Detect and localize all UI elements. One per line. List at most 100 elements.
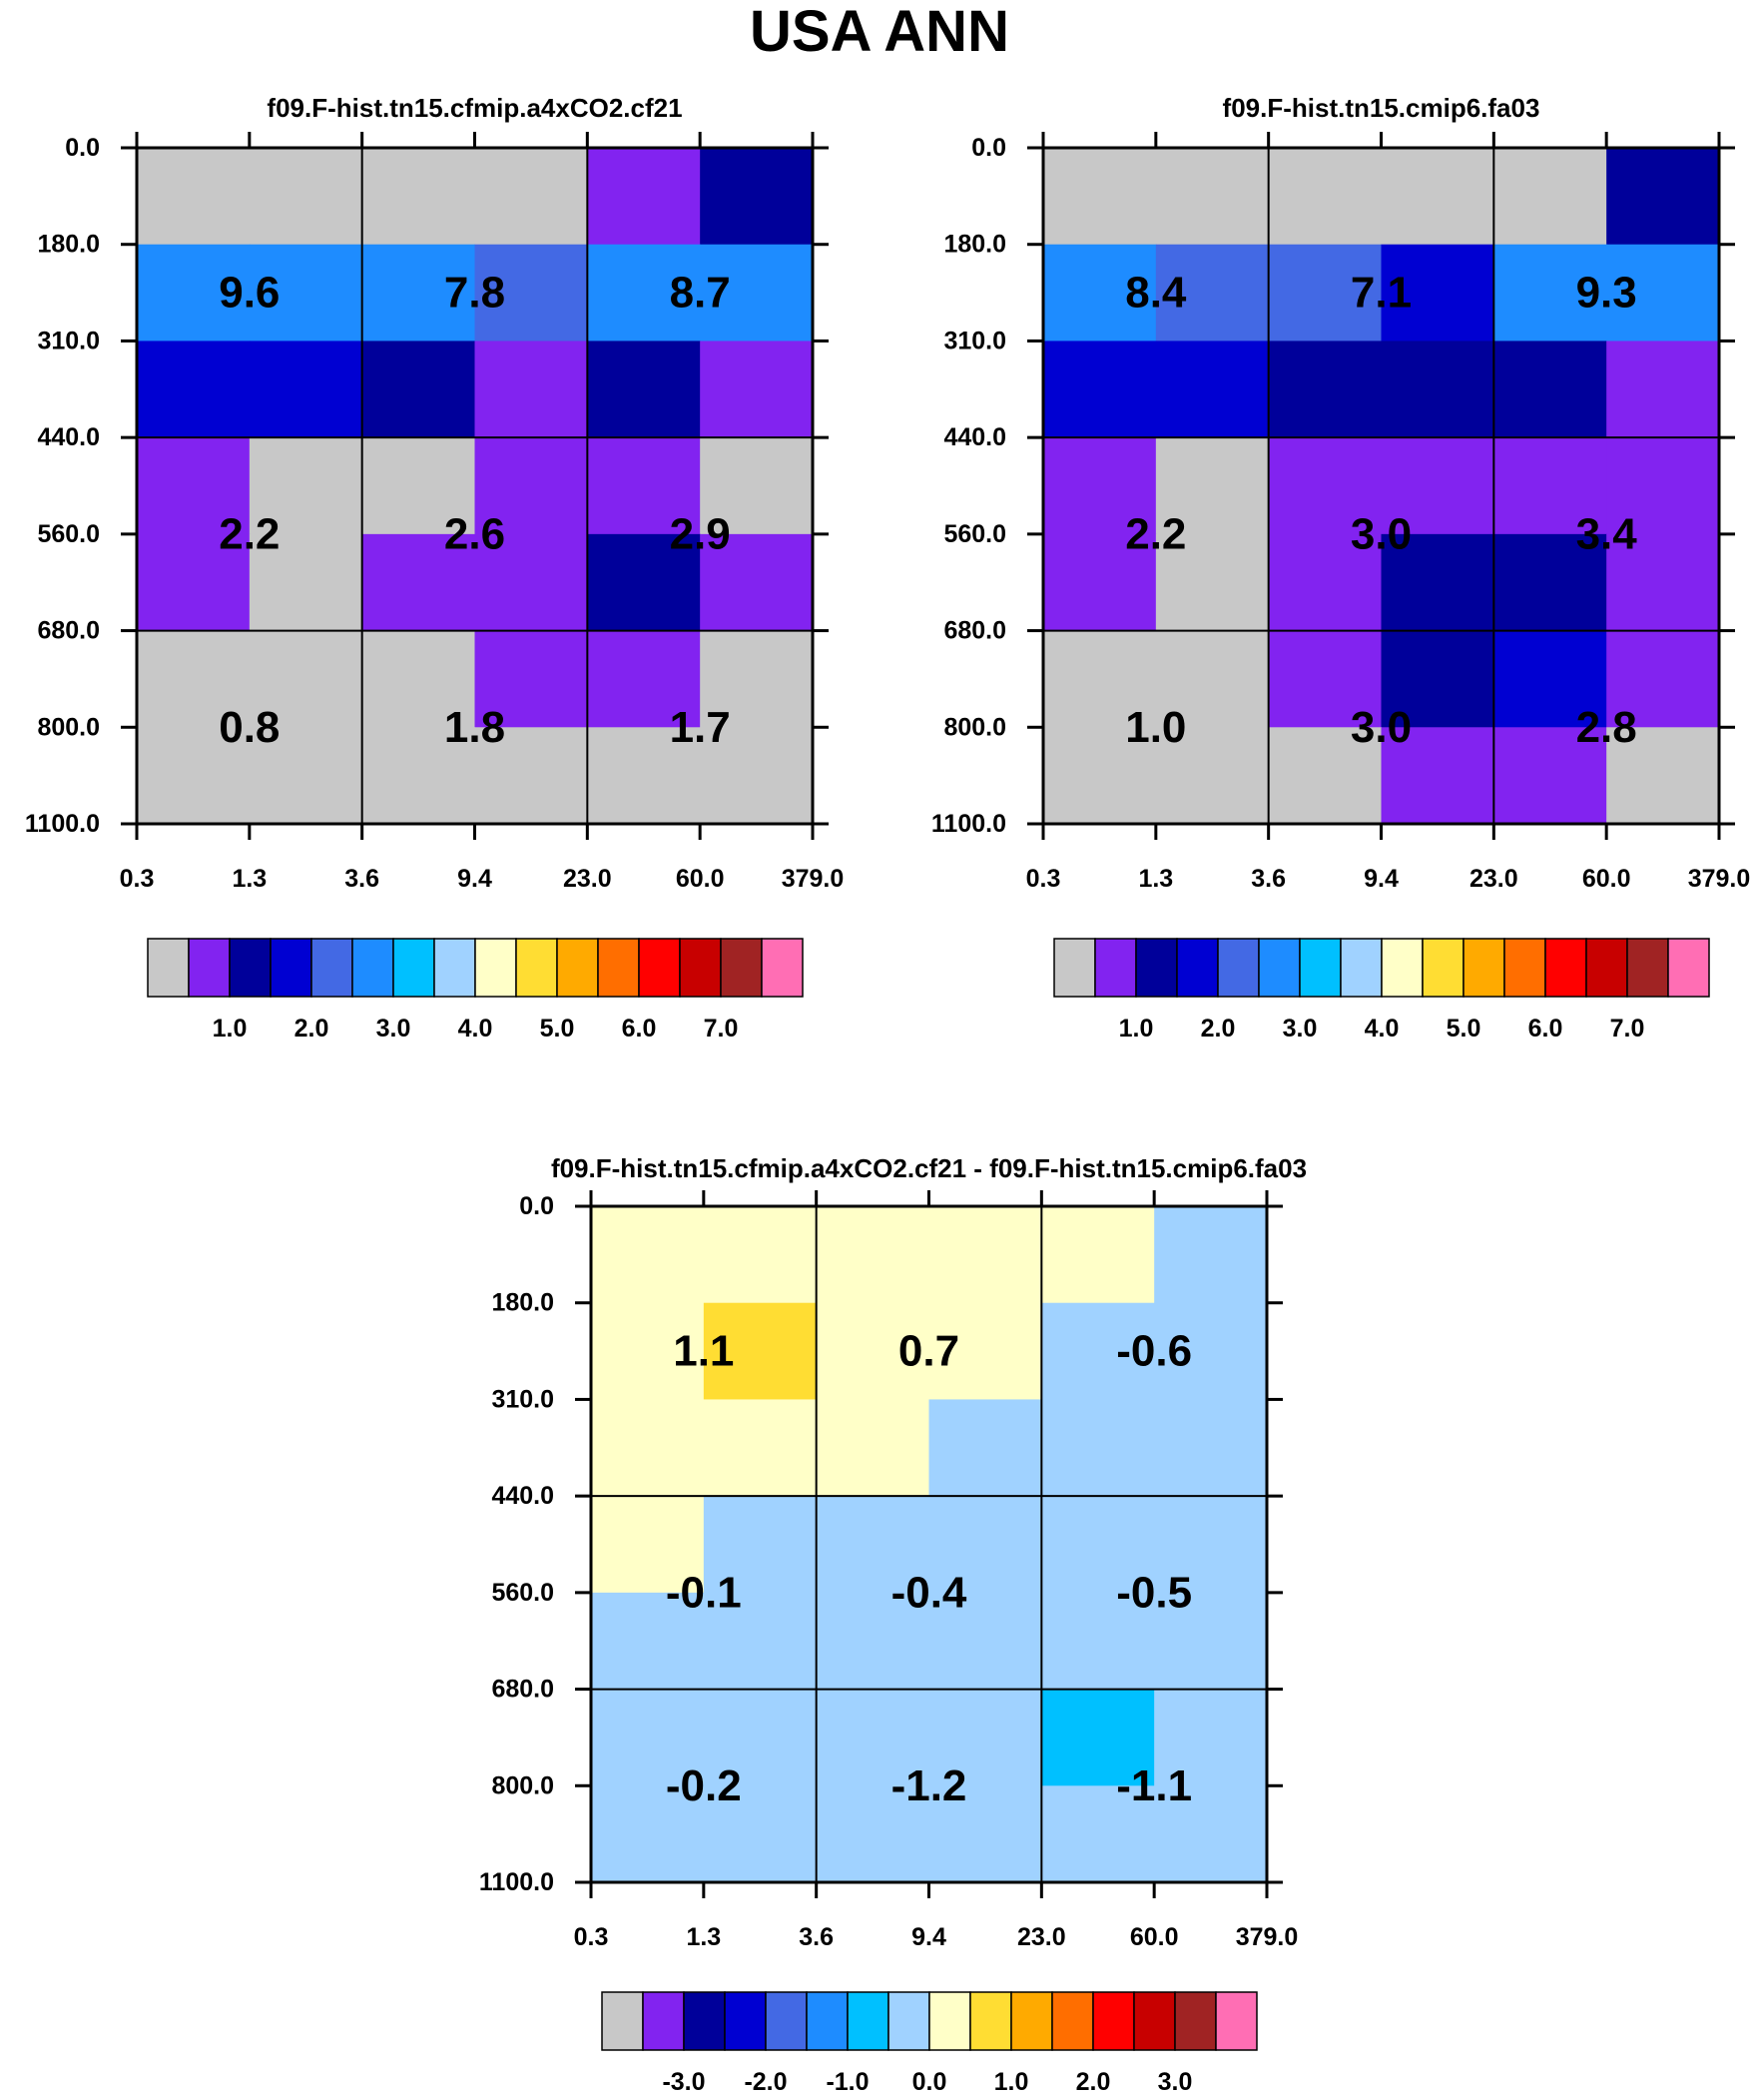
- heatmap-cell: [587, 630, 701, 728]
- colorbar-swatch: [1299, 938, 1342, 998]
- heatmap-cell: [474, 630, 588, 728]
- y-tick-label: 310.0: [491, 1385, 554, 1413]
- cell-value-label: 8.4: [1125, 269, 1187, 318]
- y-tick-label: 1100.0: [479, 1868, 554, 1896]
- cell-value-label: 1.7: [670, 703, 731, 752]
- heatmap-cell: [249, 727, 363, 825]
- cell-value-label: 3.0: [1351, 509, 1412, 558]
- heatmap-cell: [591, 1302, 705, 1401]
- heatmap-cell: [1381, 437, 1494, 535]
- heatmap-cell: [361, 437, 476, 535]
- heatmap-cell: [361, 244, 476, 343]
- heatmap-cell: [816, 1592, 930, 1691]
- x-tick-label: 3.6: [799, 1923, 834, 1951]
- colorbar-swatch: [270, 938, 312, 998]
- heatmap-cell: [137, 533, 251, 632]
- colorbar-swatch: [887, 1991, 930, 2051]
- colorbar-swatch: [1174, 1991, 1217, 2051]
- heatmap-cell: [361, 727, 476, 825]
- heatmap-cell: [1268, 244, 1383, 343]
- colorbar-swatch: [806, 1991, 849, 2051]
- heatmap-cell: [474, 533, 588, 632]
- y-tick-label: 800.0: [943, 713, 1006, 741]
- colorbar-swatch: [765, 1991, 808, 2051]
- y-tick-label: 180.0: [943, 231, 1006, 259]
- x-tick-label: 9.4: [1364, 865, 1399, 893]
- colorbar-tick-label: 0.0: [912, 2068, 947, 2096]
- colorbar-tick-label: 4.0: [1365, 1015, 1400, 1043]
- colorbar-swatch: [515, 938, 558, 998]
- panel-title: f09.F-hist.tn15.cfmip.a4xCO2.cf21: [267, 93, 682, 123]
- colorbar-swatch: [556, 938, 599, 998]
- cell-value-label: 7.8: [444, 269, 505, 318]
- heatmap-cell: [1606, 244, 1720, 343]
- heatmap-cell: [700, 244, 814, 343]
- heatmap-cell: [1154, 1689, 1268, 1786]
- heatmap-cell: [700, 630, 814, 728]
- heatmap-cell: [1043, 630, 1157, 728]
- y-tick-label: 440.0: [37, 423, 100, 451]
- colorbar-swatch: [601, 1991, 644, 2051]
- colorbar-swatch: [1051, 1991, 1094, 2051]
- colorbar-swatch: [1503, 938, 1546, 998]
- left-panel: f09.F-hist.tn15.cfmip.a4xCO2.cf21 0.0 180.…: [25, 93, 844, 1043]
- heatmap-cell: [587, 533, 701, 632]
- colorbar-swatch: [1381, 938, 1424, 998]
- heatmap-cell: [1606, 437, 1720, 535]
- y-tick-label: 0.0: [65, 134, 100, 162]
- cell-value-label: 3.0: [1351, 703, 1412, 752]
- y-tick-label: 680.0: [943, 617, 1006, 645]
- colorbar-swatch: [433, 938, 476, 998]
- heatmap-cell: [1606, 630, 1720, 728]
- heatmap-cell: [1493, 341, 1607, 438]
- colorbar-swatch: [1463, 938, 1505, 998]
- colorbar-swatch: [683, 1991, 726, 2051]
- difference-panel: f09.F-hist.tn15.cfmip.a4xCO2.cf21 - f09.…: [479, 1153, 1307, 2096]
- colorbar-swatch: [1094, 938, 1137, 998]
- colorbar-swatch: [1135, 938, 1178, 998]
- heatmap-cell: [1043, 437, 1157, 535]
- colorbar-tick-label: 2.0: [1076, 2068, 1111, 2096]
- heatmap-cell: [928, 1302, 1042, 1401]
- x-tick-label: 379.0: [1236, 1923, 1299, 1951]
- y-tick-label: 680.0: [37, 617, 100, 645]
- panel-title: f09.F-hist.tn15.cfmip.a4xCO2.cf21 - f09.…: [551, 1153, 1307, 1183]
- colorbar-swatch: [928, 1991, 971, 2051]
- heatmap-cell: [137, 630, 251, 728]
- colorbar-swatch: [642, 1991, 685, 2051]
- colorbar-swatch: [761, 938, 804, 998]
- heatmap-cell: [816, 1399, 930, 1497]
- heatmap-cell: [137, 148, 251, 246]
- x-tick-label: 60.0: [676, 865, 725, 893]
- heatmap-cell: [1155, 630, 1270, 728]
- y-tick-label: 800.0: [37, 713, 100, 741]
- colorbar-tick-label: 5.0: [540, 1015, 575, 1043]
- cell-value-label: -0.4: [891, 1568, 967, 1617]
- heatmap-cell: [587, 244, 701, 343]
- heatmap-cell: [1606, 533, 1720, 632]
- colorbar-tick-label: 6.0: [1528, 1015, 1563, 1043]
- heatmap-cell: [928, 1592, 1042, 1691]
- heatmap-cell: [591, 1496, 705, 1594]
- heatmap-cell: [249, 244, 363, 343]
- x-tick-label: 3.6: [344, 865, 379, 893]
- heatmap-cell: [700, 533, 814, 632]
- x-tick-label: 9.4: [911, 1923, 946, 1951]
- cell-value-label: -0.2: [666, 1761, 742, 1810]
- colorbar-swatch: [1176, 938, 1219, 998]
- colorbar-swatch: [679, 938, 722, 998]
- heatmap-cell: [1154, 1785, 1268, 1883]
- heatmap-cell: [587, 727, 701, 825]
- heatmap-cell: [474, 148, 588, 246]
- cell-value-label: 0.7: [898, 1327, 959, 1376]
- heatmap-cell: [591, 1592, 705, 1691]
- colorbar-tick-label: 3.0: [1158, 2068, 1193, 2096]
- heatmap-cell: [1493, 244, 1607, 343]
- heatmap-cell: [928, 1689, 1042, 1786]
- heatmap-cell: [361, 533, 476, 632]
- heatmap-cell: [591, 1206, 705, 1304]
- x-tick-label: 1.3: [1138, 865, 1173, 893]
- heatmap-cell: [1154, 1206, 1268, 1304]
- heatmap-cell: [591, 1399, 705, 1497]
